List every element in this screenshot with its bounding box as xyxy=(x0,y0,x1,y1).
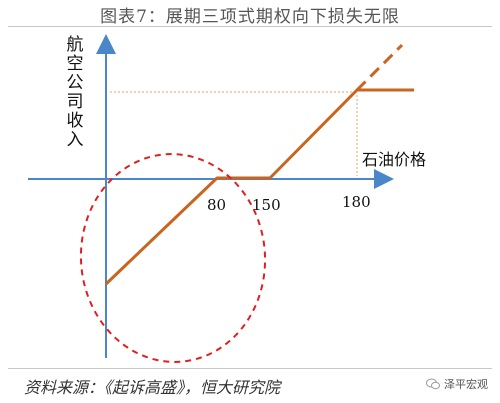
loss-region-highlight xyxy=(79,153,267,363)
footer-divider xyxy=(8,368,492,369)
tick-label-150: 150 xyxy=(252,196,281,214)
title-divider xyxy=(8,26,492,27)
wechat-icon xyxy=(426,378,440,390)
source-note: 资料来源：《起诉高盛》，恒大研究院 xyxy=(24,378,281,397)
payoff-line xyxy=(104,88,414,286)
tick-label-80: 80 xyxy=(207,196,227,214)
x-axis-label: 石油价格 xyxy=(362,150,427,169)
payoff-extension-dashed xyxy=(355,43,404,92)
brand-name: 泽平宏观 xyxy=(444,378,488,391)
tick-label-180: 180 xyxy=(342,193,371,211)
y-axis-label: 航空公司收入 xyxy=(66,35,84,150)
figure-title: 图表7：展期三项式期权向下损失无限 xyxy=(100,7,400,27)
brand-watermark: 泽平宏观 xyxy=(426,376,488,392)
